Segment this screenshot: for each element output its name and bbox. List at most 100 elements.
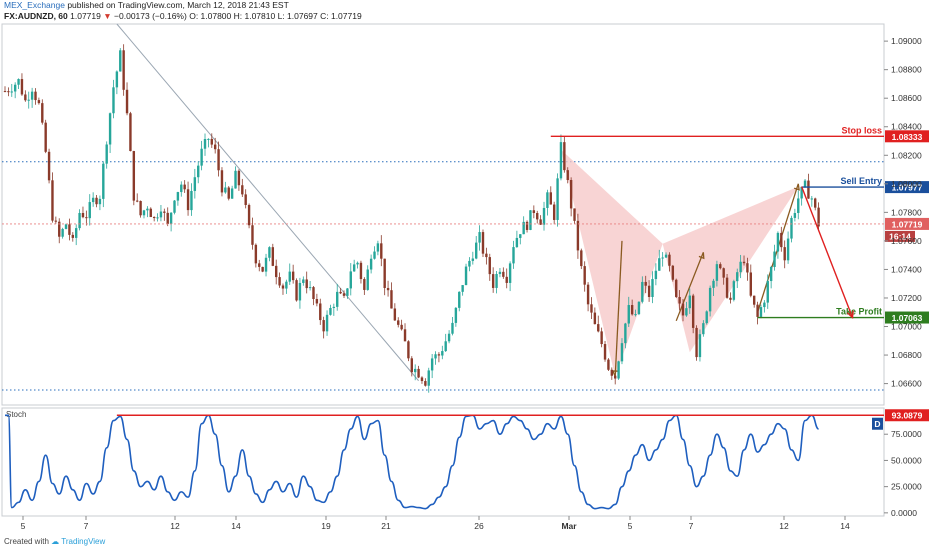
time-tick-label: 19 — [321, 521, 331, 531]
candle-body — [417, 368, 420, 378]
countdown-text: 16:14 — [889, 231, 911, 241]
candle-body — [152, 217, 156, 219]
candle-body — [600, 331, 603, 345]
candle-body — [797, 198, 800, 214]
candle-body — [244, 194, 247, 205]
candle-body — [68, 224, 71, 235]
candle-body — [207, 138, 210, 140]
pattern-triangle-bcd — [662, 186, 799, 353]
candle-body — [13, 84, 17, 92]
candle-body — [810, 198, 814, 200]
leg-arrow-down — [614, 240, 623, 377]
candle-body — [617, 361, 620, 379]
candle-body — [258, 263, 261, 267]
candle-body — [17, 79, 20, 85]
candle-body — [536, 213, 539, 220]
stoch-tick-label: 0.0000 — [891, 508, 917, 518]
candle-body — [766, 281, 769, 303]
candle-body — [91, 197, 95, 203]
candle-body — [281, 285, 285, 289]
candle-body — [634, 314, 637, 316]
candle-body — [136, 200, 139, 202]
candle-body — [515, 237, 519, 248]
candle-body — [800, 186, 803, 199]
candle-body — [71, 234, 74, 238]
candle-body — [580, 250, 583, 267]
author-link[interactable]: MEX_Exchange — [4, 0, 65, 10]
price-tick-label: 1.07400 — [891, 264, 922, 274]
candle-body — [475, 242, 478, 259]
candle-body — [647, 285, 651, 297]
candle-body — [210, 138, 213, 145]
candle-body — [620, 343, 624, 362]
candle-body — [81, 212, 85, 218]
candle-body — [814, 198, 817, 208]
down-arrow-icon: ▼ — [103, 11, 112, 21]
candle-body — [217, 149, 220, 171]
candle-body — [573, 208, 576, 221]
candle-body — [315, 299, 319, 304]
candle-body — [715, 264, 719, 281]
candle-body — [41, 103, 44, 123]
candle-body — [759, 307, 763, 317]
grid-lines — [1, 23, 885, 517]
candle-body — [376, 243, 380, 252]
candle-body — [264, 257, 268, 272]
candle-body — [74, 228, 78, 238]
candle-body — [30, 91, 34, 100]
candle-body — [756, 304, 759, 317]
current-price-text: 1.07719 — [892, 219, 923, 229]
stoch-level-text: 93.0879 — [892, 411, 923, 421]
time-tick-label: 26 — [474, 521, 484, 531]
candle-body — [732, 281, 736, 300]
candle-body — [213, 144, 217, 150]
publisher-line: MEX_Exchange published on TradingView.co… — [4, 0, 362, 11]
sell-entry-label: Sell Entry — [840, 176, 882, 186]
candle-body — [705, 311, 708, 324]
candle-body — [61, 228, 64, 237]
candle-body — [576, 220, 580, 251]
take-profit-price-tag — [885, 311, 929, 324]
candle-body — [552, 204, 556, 220]
price-axis[interactable]: 1.09000 1.08800 1.08600 1.08400 1.08200 1.080… — [884, 36, 922, 389]
trade-levels: Stop loss 1.08333 Sell Entry 1.07977 Take Pr… — [2, 125, 929, 324]
candle-body — [681, 303, 685, 316]
candle-body — [95, 197, 98, 205]
price-tick-label: 1.08600 — [891, 93, 922, 103]
candle-body — [807, 180, 810, 199]
candle-body — [413, 368, 417, 373]
candle-body — [7, 91, 10, 93]
price-pane-frame — [1, 23, 885, 406]
candle-body — [51, 180, 54, 221]
candle-body — [464, 266, 468, 286]
candle-body — [447, 333, 451, 342]
price-tick-label: 1.06800 — [891, 350, 922, 360]
candle-body — [329, 307, 332, 315]
candle-body — [769, 266, 773, 282]
candle-body — [556, 178, 559, 220]
published-text: published on TradingView.com, March 12, … — [67, 0, 289, 10]
candle-body — [58, 221, 61, 237]
candle-body — [271, 247, 275, 266]
candle-body — [369, 258, 373, 270]
created-with-text: Created with — [4, 537, 49, 546]
candle-body — [356, 262, 359, 265]
price-tick-label: 1.08400 — [891, 122, 922, 132]
candle-body — [708, 287, 712, 312]
candle-body — [559, 142, 563, 179]
candle-body — [529, 210, 532, 230]
candle-body — [607, 359, 610, 370]
take-profit-price-text: 1.07063 — [892, 313, 923, 323]
candle-body — [305, 279, 308, 289]
candle-body — [614, 375, 617, 379]
tradingview-brand[interactable]: TradingView — [61, 537, 106, 546]
price-tick-label: 1.07800 — [891, 207, 922, 217]
candle-body — [522, 221, 525, 235]
candle-body — [678, 296, 681, 304]
candle-body — [783, 247, 786, 261]
candle-body — [322, 320, 325, 332]
candle-body — [675, 279, 678, 297]
candle-body — [180, 184, 183, 193]
time-axis[interactable]: 5 7 12 14 19 21 26 Mar 5 7 12 14 — [21, 516, 850, 531]
